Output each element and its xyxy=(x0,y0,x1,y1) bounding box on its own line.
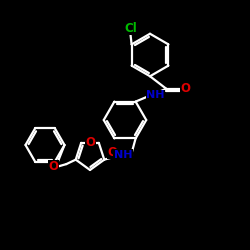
Text: NH: NH xyxy=(114,150,132,160)
Text: O: O xyxy=(108,146,118,159)
Text: O: O xyxy=(180,82,190,95)
Text: NH: NH xyxy=(146,90,165,100)
Text: O: O xyxy=(49,160,59,173)
Text: O: O xyxy=(86,136,96,149)
Text: Cl: Cl xyxy=(124,22,137,34)
